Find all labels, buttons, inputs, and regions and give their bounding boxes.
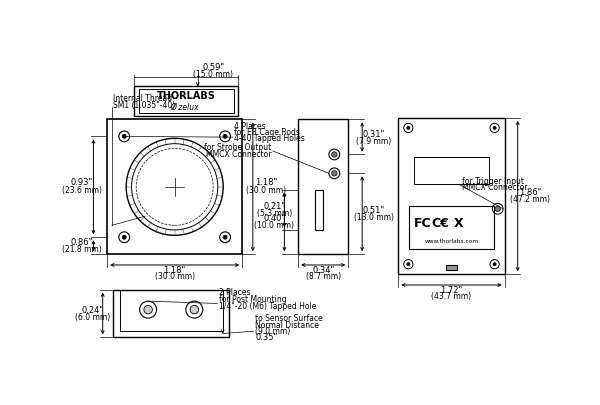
Text: 2 Places: 2 Places bbox=[219, 288, 250, 297]
Text: 4 Places: 4 Places bbox=[235, 122, 266, 131]
Bar bbox=[139, 90, 233, 113]
Text: 4-40 Tapped Holes: 4-40 Tapped Holes bbox=[235, 134, 305, 143]
Circle shape bbox=[332, 171, 337, 176]
Text: (30.0 mm): (30.0 mm) bbox=[246, 186, 286, 195]
Bar bbox=[134, 86, 238, 115]
Text: for ER Cage Rods: for ER Cage Rods bbox=[235, 128, 300, 137]
Text: 0.40": 0.40" bbox=[263, 214, 286, 223]
Text: 1/4"-20 (M6) Tapped Hole: 1/4"-20 (M6) Tapped Hole bbox=[219, 302, 316, 311]
Text: (8.7 mm): (8.7 mm) bbox=[306, 272, 341, 281]
Text: 1.86": 1.86" bbox=[519, 188, 541, 197]
Text: FC: FC bbox=[413, 217, 431, 230]
Circle shape bbox=[223, 235, 227, 239]
Circle shape bbox=[144, 305, 152, 314]
Text: C€: C€ bbox=[431, 217, 449, 230]
Text: for Post Mounting: for Post Mounting bbox=[219, 295, 287, 304]
Text: 0.34": 0.34" bbox=[312, 266, 334, 275]
Circle shape bbox=[407, 263, 410, 266]
Text: (10.0 mm): (10.0 mm) bbox=[254, 221, 295, 230]
Circle shape bbox=[122, 235, 126, 239]
Text: Internal Thread: Internal Thread bbox=[113, 94, 173, 103]
Circle shape bbox=[495, 206, 500, 211]
Circle shape bbox=[493, 263, 496, 266]
Text: 0.31": 0.31" bbox=[362, 130, 385, 139]
Bar bbox=[113, 290, 229, 337]
Text: 0.24": 0.24" bbox=[82, 306, 104, 315]
Circle shape bbox=[223, 134, 227, 138]
Text: 1.18": 1.18" bbox=[255, 179, 277, 188]
Bar bbox=[316, 190, 323, 230]
Text: (13.0 mm): (13.0 mm) bbox=[354, 213, 394, 222]
Text: (7.9 mm): (7.9 mm) bbox=[356, 137, 391, 146]
Circle shape bbox=[407, 126, 410, 130]
Text: (23.6 mm): (23.6 mm) bbox=[62, 186, 102, 195]
Text: (15.0 mm): (15.0 mm) bbox=[193, 70, 233, 79]
Text: 1.72": 1.72" bbox=[440, 286, 463, 295]
Text: 0.59": 0.59" bbox=[202, 63, 224, 72]
Text: for Trigger Input: for Trigger Input bbox=[461, 177, 523, 186]
Text: (6.0 mm): (6.0 mm) bbox=[75, 313, 110, 322]
Text: 0.86": 0.86" bbox=[71, 238, 93, 247]
Bar bbox=[414, 157, 489, 184]
Circle shape bbox=[190, 305, 199, 314]
Text: 0.51": 0.51" bbox=[362, 206, 385, 215]
Text: MMCX Connector: MMCX Connector bbox=[461, 183, 527, 192]
Bar bbox=[446, 265, 457, 271]
Text: (21.8 mm): (21.8 mm) bbox=[62, 245, 102, 254]
Bar bbox=[398, 118, 505, 274]
Text: SM1 (1.035"-40): SM1 (1.035"-40) bbox=[113, 101, 176, 110]
Text: Normal Distance: Normal Distance bbox=[255, 320, 319, 330]
Bar bbox=[107, 119, 242, 254]
Text: 1.18": 1.18" bbox=[164, 266, 186, 275]
Text: 0.35": 0.35" bbox=[255, 333, 277, 342]
Bar bbox=[409, 207, 494, 249]
Text: THORLABS: THORLABS bbox=[157, 91, 215, 101]
Text: for Strobe Output: for Strobe Output bbox=[204, 143, 271, 152]
Text: (47.2 mm): (47.2 mm) bbox=[510, 195, 550, 205]
Text: Ø zelux: Ø zelux bbox=[170, 103, 199, 112]
Text: (9.0 mm): (9.0 mm) bbox=[255, 327, 290, 336]
Text: to Sensor Surface: to Sensor Surface bbox=[255, 314, 323, 323]
Text: 0.21": 0.21" bbox=[263, 202, 286, 211]
Text: X: X bbox=[454, 217, 463, 230]
Circle shape bbox=[493, 126, 496, 130]
Text: www.thorlabs.com: www.thorlabs.com bbox=[424, 239, 479, 243]
Text: 0.93": 0.93" bbox=[71, 179, 93, 188]
Text: (30.0 mm): (30.0 mm) bbox=[155, 272, 195, 281]
Text: MMCX Connector: MMCX Connector bbox=[206, 149, 271, 159]
Text: (5.3 mm): (5.3 mm) bbox=[257, 209, 292, 218]
Text: (43.7 mm): (43.7 mm) bbox=[431, 292, 472, 301]
Circle shape bbox=[122, 134, 126, 138]
Bar bbox=[298, 119, 349, 254]
Circle shape bbox=[332, 152, 337, 157]
